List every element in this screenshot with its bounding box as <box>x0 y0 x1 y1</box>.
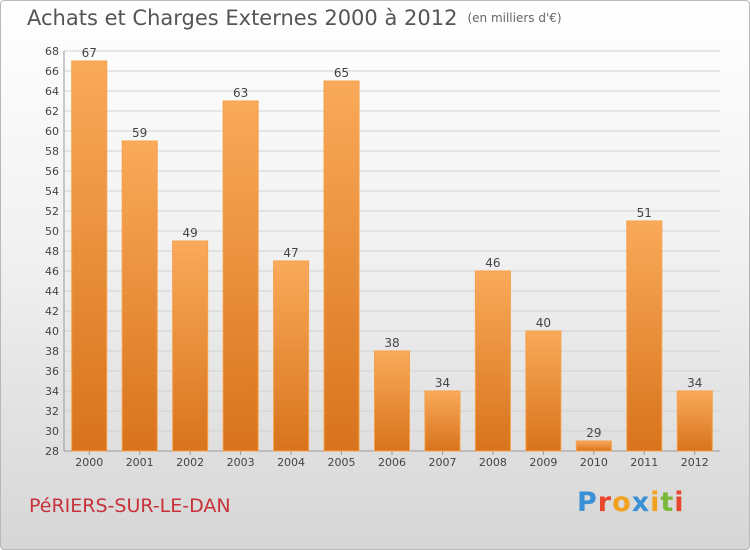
bar[interactable] <box>273 260 310 452</box>
y-tick-label: 66 <box>45 65 59 78</box>
x-tick-label: 2010 <box>580 456 608 469</box>
y-tick-label: 28 <box>45 445 59 458</box>
y-tick-label: 64 <box>45 85 59 98</box>
y-tick-label: 54 <box>45 185 59 198</box>
logo-letter: P <box>577 487 598 518</box>
bar-value-label: 65 <box>334 66 349 80</box>
x-tick-label: 2009 <box>529 456 557 469</box>
bar-value-label: 46 <box>485 256 500 270</box>
y-tick-label: 34 <box>45 385 59 398</box>
logo-letter: i <box>674 487 685 518</box>
bar-value-label: 34 <box>687 376 702 390</box>
x-tick-label: 2002 <box>176 456 204 469</box>
x-tick-label: 2008 <box>479 456 507 469</box>
y-tick-label: 46 <box>45 265 59 278</box>
y-tick-label: 68 <box>45 45 59 58</box>
y-tick-label: 56 <box>45 165 59 178</box>
bar-value-label: 59 <box>132 126 147 140</box>
commune-name: PéRIERS-SUR-LE-DAN <box>29 495 231 517</box>
logo-letter: r <box>597 487 613 518</box>
chart-title-text: Achats et Charges Externes 2000 à 2012 <box>27 6 458 30</box>
bar-value-label: 47 <box>283 246 298 260</box>
bar-value-label: 34 <box>435 376 450 390</box>
y-tick-label: 50 <box>45 225 59 238</box>
chart-subtitle: (en milliers d'€) <box>467 11 562 25</box>
y-tick-label: 42 <box>45 305 59 318</box>
logo-letter: i <box>650 487 661 518</box>
x-tick-label: 2001 <box>126 456 154 469</box>
logo-letter: x <box>631 487 651 518</box>
y-tick-label: 52 <box>45 205 59 218</box>
y-tick-label: 40 <box>45 325 59 338</box>
bar[interactable] <box>71 60 108 452</box>
y-tick-label: 36 <box>45 365 59 378</box>
bar[interactable] <box>474 270 511 452</box>
x-tick-label: 2012 <box>681 456 709 469</box>
bar-value-label: 29 <box>586 426 601 440</box>
y-tick-label: 48 <box>45 245 59 258</box>
bar-value-label: 38 <box>384 336 399 350</box>
x-tick-label: 2000 <box>75 456 103 469</box>
bar[interactable] <box>323 80 360 452</box>
bar[interactable] <box>172 240 209 452</box>
logo-letter: t <box>660 487 675 518</box>
x-tick-label: 2003 <box>227 456 255 469</box>
x-tick-label: 2004 <box>277 456 305 469</box>
bar-value-label: 51 <box>637 206 652 220</box>
bar[interactable] <box>575 440 612 452</box>
bar[interactable] <box>525 330 562 452</box>
bar[interactable] <box>121 140 158 452</box>
bar[interactable] <box>374 350 410 452</box>
proxiti-logo[interactable]: Proxiti <box>577 487 685 518</box>
y-tick-label: 30 <box>45 425 59 438</box>
chart-title: Achats et Charges Externes 2000 à 2012 (e… <box>27 6 562 30</box>
x-tick-label: 2006 <box>378 456 406 469</box>
x-tick-label: 2005 <box>328 456 356 469</box>
y-tick-label: 32 <box>45 405 59 418</box>
bar-value-label: 67 <box>82 46 97 60</box>
bar[interactable] <box>676 390 713 452</box>
y-tick-label: 58 <box>45 145 59 158</box>
bar[interactable] <box>424 390 461 452</box>
bar-value-label: 63 <box>233 86 248 100</box>
bar-value-label: 49 <box>183 226 198 240</box>
x-tick-label: 2011 <box>630 456 658 469</box>
x-tick-label: 2007 <box>428 456 456 469</box>
bar-value-label: 40 <box>536 316 551 330</box>
y-tick-label: 38 <box>45 345 59 358</box>
y-tick-label: 62 <box>45 105 59 118</box>
bar[interactable] <box>222 100 259 452</box>
bar[interactable] <box>626 220 663 452</box>
logo-letter: o <box>612 487 632 518</box>
y-tick-label: 60 <box>45 125 59 138</box>
y-tick-label: 44 <box>45 285 59 298</box>
